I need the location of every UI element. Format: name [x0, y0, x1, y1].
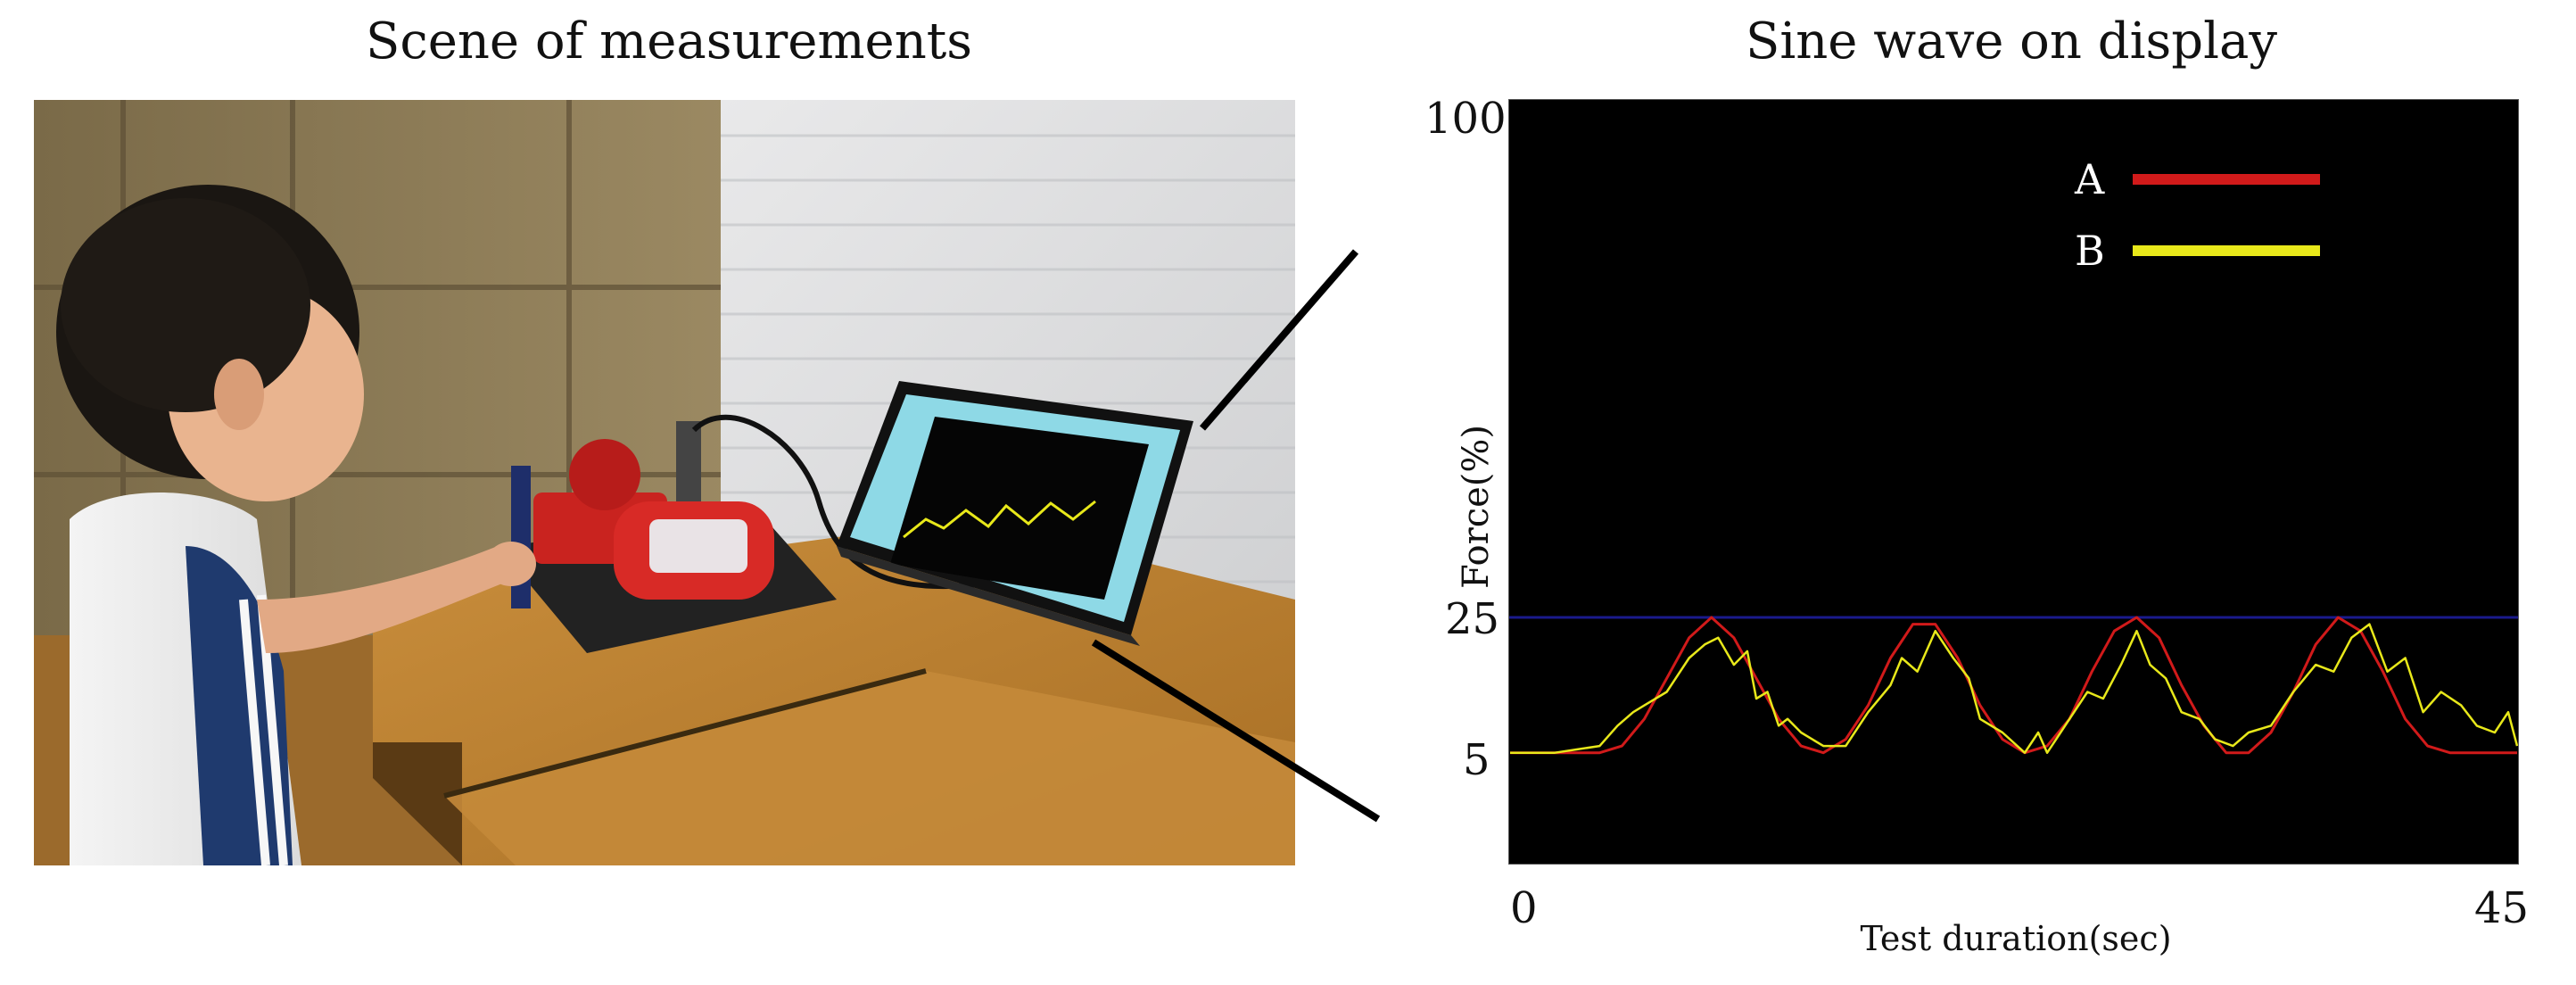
plot-background [1508, 99, 2519, 865]
left-panel-title: Scene of measurements [365, 12, 972, 70]
force-chart: AB [1508, 99, 2519, 865]
series-line-a [1510, 616, 2517, 755]
y-tick-25: 25 [1445, 594, 1500, 644]
legend-label-a: A [2074, 155, 2105, 203]
x-tick-0: 0 [1510, 883, 1538, 933]
measurement-scene-photo [34, 100, 1295, 865]
y-tick-100: 100 [1424, 94, 1507, 144]
y-axis-label: Force(%) [1456, 424, 1497, 590]
y-tick-5: 5 [1463, 735, 1490, 785]
legend-label-b: B [2075, 227, 2105, 275]
x-axis-label: Test duration(sec) [1860, 919, 2172, 958]
x-tick-45: 45 [2474, 883, 2530, 933]
right-panel-title: Sine wave on display [1745, 12, 2278, 70]
series-line-b [1510, 623, 2519, 754]
